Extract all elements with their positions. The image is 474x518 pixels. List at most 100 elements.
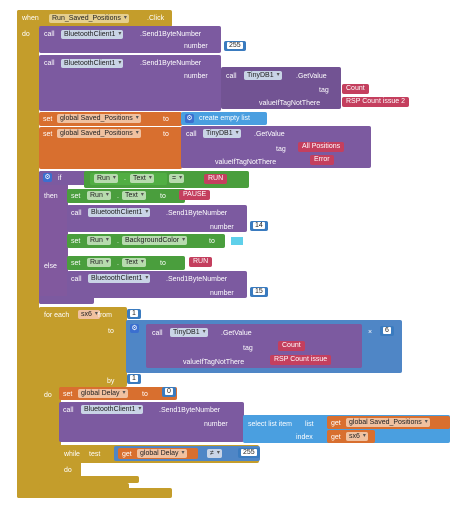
event-name-label: .Click xyxy=(147,15,165,22)
list-label: list xyxy=(305,421,314,428)
tinydb-dropdown[interactable]: TinyDB1 xyxy=(244,71,282,80)
neq-operator-dropdown[interactable]: ≠ xyxy=(207,449,222,458)
get-label-3: get xyxy=(122,451,132,458)
bt-component-dropdown-4[interactable]: BluetoothClient1 xyxy=(88,274,151,283)
call-label-5: call xyxy=(71,210,82,217)
if-mutator-gear-icon[interactable]: ⚙ xyxy=(43,173,52,182)
bt-component-dropdown-3[interactable]: BluetoothClient1 xyxy=(88,208,151,217)
while-do-label: do xyxy=(64,467,72,474)
tinydb-dropdown-2[interactable]: TinyDB1 xyxy=(203,129,241,138)
foreach-do-label: do xyxy=(44,392,52,399)
neq-255-block[interactable]: 255 xyxy=(238,448,260,458)
dot-separator-2: . xyxy=(117,193,119,200)
var-saved-positions-dropdown-2[interactable]: global Saved_Positions xyxy=(57,129,141,138)
bt-component-dropdown-5[interactable]: BluetoothClient1 xyxy=(81,405,144,414)
run-text-prop-dropdown[interactable]: Text xyxy=(130,174,154,183)
color-swatch[interactable] xyxy=(230,236,244,246)
getvalue-method-label-3: .GetValue xyxy=(221,330,252,337)
neq-255-value[interactable]: 255 xyxy=(241,449,257,456)
set-label-2: set xyxy=(43,131,53,138)
while-spine xyxy=(59,445,81,483)
number-14-block[interactable]: 14 xyxy=(250,221,268,231)
for-each-var-sx6[interactable]: sx6 xyxy=(78,310,100,319)
multiply-gear-icon[interactable]: ⚙ xyxy=(130,324,139,333)
event-block-bottom xyxy=(17,488,172,498)
number-255-block[interactable]: 255 xyxy=(224,41,246,51)
number-param-label: number xyxy=(184,43,208,50)
call-label-8: call xyxy=(63,407,74,414)
else-run-dropdown[interactable]: Run xyxy=(87,258,111,267)
delay-0-block[interactable]: 0 xyxy=(162,387,176,397)
test-label: test xyxy=(89,451,101,458)
times-6-block[interactable]: 6 xyxy=(380,326,394,336)
var-saved-positions-dropdown[interactable]: global Saved_Positions xyxy=(57,114,141,123)
vitn-label-3: valueIfTagNotThere xyxy=(183,359,245,366)
dot-separator-3: . xyxy=(117,238,119,245)
then-set-label-2: set xyxy=(71,238,81,245)
call-label-3: call xyxy=(226,73,237,80)
event-component-dropdown[interactable]: Run_Saved_Positions xyxy=(49,14,129,23)
tag-all-positions-string[interactable]: All Positions xyxy=(298,142,345,152)
delay-0-value[interactable]: 0 xyxy=(165,388,173,395)
vitn-string-count-issue-2[interactable]: RSP Count issue 2 xyxy=(342,97,410,107)
number-param-label-3: number xyxy=(210,224,234,231)
call-label-6: call xyxy=(71,276,82,283)
tag-count-string[interactable]: Count xyxy=(342,84,369,94)
send-method-label-5: .Send1ByteNumber xyxy=(159,407,221,414)
then-text-prop-dropdown[interactable]: Text xyxy=(122,191,146,200)
vitn-label: valueIfTagNotThere xyxy=(259,100,321,107)
from-label: from xyxy=(98,312,112,319)
number-param-label-4: number xyxy=(210,290,234,297)
index-label: index xyxy=(296,434,313,441)
else-set-label: set xyxy=(71,260,81,267)
run-component-dropdown[interactable]: Run xyxy=(94,174,118,183)
tag-label-3: tag xyxy=(243,345,253,352)
dot-separator: . xyxy=(124,175,126,182)
tag-label: tag xyxy=(319,87,329,94)
tag-count-string-2[interactable]: Count xyxy=(278,341,305,351)
get-sx6-dropdown[interactable]: sx6 xyxy=(346,432,368,441)
for-each-bottom xyxy=(39,483,129,491)
from-1-value[interactable]: 1 xyxy=(130,310,138,317)
vitn-error-string[interactable]: Error xyxy=(310,155,334,165)
get-saved-positions-dropdown[interactable]: global Saved_Positions xyxy=(346,418,430,427)
number-15-value[interactable]: 15 xyxy=(253,288,265,295)
then-to-label: to xyxy=(160,193,166,200)
dot-separator-4: . xyxy=(117,260,119,267)
mutator-gear-icon[interactable]: ⚙ xyxy=(185,114,194,123)
while-bottom xyxy=(59,476,139,483)
tinydb-dropdown-3[interactable]: TinyDB1 xyxy=(170,328,208,337)
bt-component-dropdown-2[interactable]: BluetoothClient1 xyxy=(61,59,124,68)
var-global-delay-dropdown[interactable]: global Delay xyxy=(78,389,128,398)
by-1-block[interactable]: 1 xyxy=(127,374,141,384)
times-6-value[interactable]: 6 xyxy=(383,327,391,334)
else-text-prop-dropdown[interactable]: Text xyxy=(122,258,146,267)
then-run-dropdown[interactable]: Run xyxy=(87,191,111,200)
create-empty-list-block[interactable] xyxy=(181,112,267,125)
set-label-delay: set xyxy=(63,391,73,398)
run-string-else[interactable]: RUN xyxy=(189,257,213,267)
number-255-value[interactable]: 255 xyxy=(227,42,243,49)
by-label: by xyxy=(107,378,115,385)
call-label: call xyxy=(44,31,55,38)
number-14-value[interactable]: 14 xyxy=(253,222,265,229)
select-list-item-label: select list item xyxy=(248,421,292,428)
from-1-block[interactable]: 1 xyxy=(127,309,141,319)
get-global-delay-dropdown[interactable]: global Delay xyxy=(137,449,187,458)
for-each-label: for each xyxy=(44,312,70,319)
run-string-compare[interactable]: RUN xyxy=(204,174,228,184)
then-run-dropdown-2[interactable]: Run xyxy=(87,236,111,245)
if-then-else-block[interactable] xyxy=(39,171,68,304)
by-1-value[interactable]: 1 xyxy=(130,375,138,382)
bt-component-dropdown[interactable]: BluetoothClient1 xyxy=(61,30,124,39)
bgcolor-prop-dropdown[interactable]: BackgroundColor xyxy=(122,236,188,245)
event-do-label: do xyxy=(22,31,30,38)
get-label: get xyxy=(331,420,341,427)
call-label-7: call xyxy=(152,330,163,337)
equals-operator-dropdown[interactable]: = xyxy=(169,174,185,183)
then-label: then xyxy=(44,193,58,200)
pause-string[interactable]: PAUSE xyxy=(179,190,211,200)
number-15-block[interactable]: 15 xyxy=(250,287,268,297)
vitn-string-count-issue[interactable]: RSP Count issue xyxy=(270,355,332,365)
event-block-spine xyxy=(17,10,39,498)
